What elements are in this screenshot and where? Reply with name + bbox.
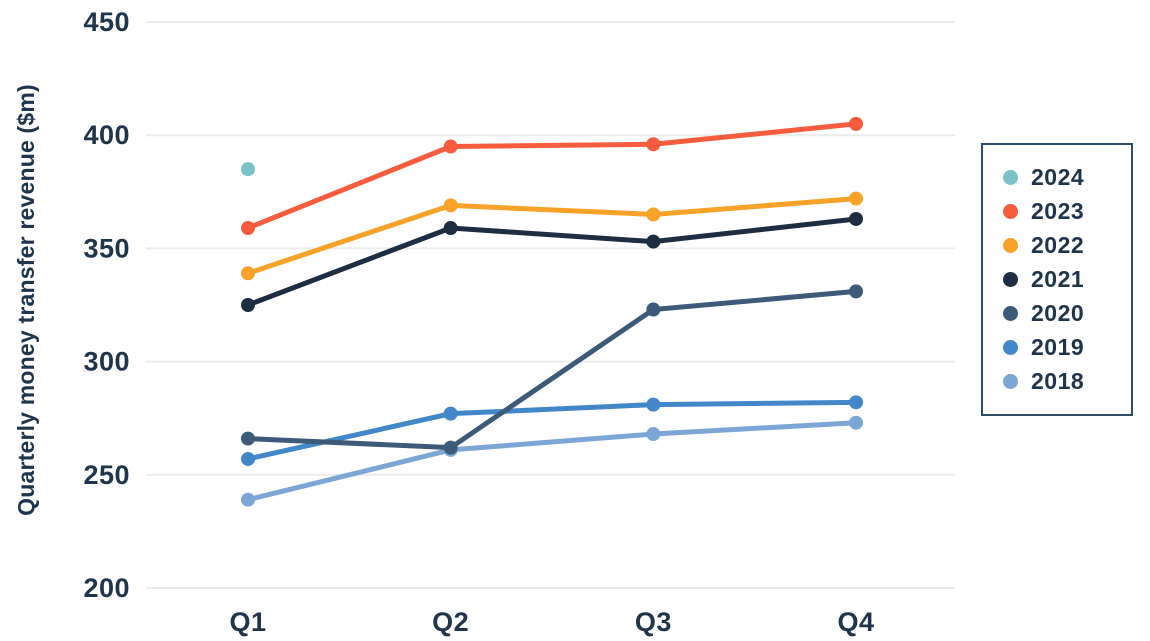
data-point-2018-q1 — [241, 492, 255, 507]
x-tick-label: Q2 — [432, 607, 469, 637]
y-tick-label: 200 — [83, 573, 130, 603]
data-point-2023-q3 — [646, 137, 661, 152]
legend-dot-icon — [1003, 271, 1018, 287]
legend-dot-icon — [1003, 373, 1018, 389]
data-point-2022-q3 — [646, 207, 661, 222]
data-point-2018-q3 — [646, 427, 661, 442]
legend-label: 2023 — [1031, 197, 1085, 224]
legend-label: 2018 — [1031, 367, 1085, 394]
series-line-2020 — [247, 288, 857, 451]
y-axis-title: Quarterly money transfer revenue ($m) — [13, 84, 39, 516]
legend-label: 2024 — [1031, 163, 1085, 190]
legend-item-2023: 2023 — [983, 194, 1131, 228]
data-point-2022-q1 — [241, 266, 255, 281]
legend: 2024 2023 2022 2021 2020 2019 2018 — [981, 143, 1133, 416]
legend-item-2024: 2024 — [983, 160, 1131, 194]
legend-label: 2022 — [1031, 231, 1085, 258]
data-point-2020-q3 — [646, 302, 661, 317]
x-tick-label: Q3 — [635, 607, 672, 637]
data-point-2021-q4 — [849, 211, 864, 226]
legend-dot-icon — [1003, 339, 1018, 355]
data-point-2020-q2 — [443, 440, 458, 455]
y-tick-label: 250 — [83, 460, 130, 490]
series-line-2019 — [247, 399, 857, 462]
series-line-2018 — [247, 420, 857, 503]
data-point-2018-q4 — [849, 415, 864, 430]
data-point-2024-q1 — [241, 162, 255, 177]
data-point-2019-q4 — [849, 395, 864, 410]
data-point-2023-q4 — [849, 116, 864, 131]
y-tick-label: 300 — [83, 347, 130, 377]
data-point-2021-q2 — [443, 221, 458, 236]
data-point-2019-q2 — [443, 406, 458, 421]
legend-label: 2019 — [1031, 333, 1085, 360]
data-point-2019-q1 — [241, 451, 255, 466]
x-tick-label: Q1 — [229, 607, 266, 637]
y-tick-label: 350 — [83, 233, 130, 263]
data-point-2021-q1 — [241, 298, 255, 312]
data-point-2020-q4 — [849, 284, 864, 299]
data-point-2022-q2 — [443, 198, 458, 213]
y-tick-label: 400 — [83, 120, 130, 150]
legend-label: 2020 — [1031, 299, 1085, 326]
series-line-2023 — [247, 121, 857, 231]
x-tick-label: Q4 — [837, 607, 874, 637]
y-tick-label: 450 — [83, 7, 130, 37]
series-line-2022 — [247, 196, 857, 276]
legend-item-2022: 2022 — [983, 228, 1131, 262]
series-line-2021 — [247, 216, 857, 308]
legend-item-2021: 2021 — [983, 262, 1131, 296]
data-point-2021-q3 — [646, 234, 661, 249]
data-point-2023-q1 — [241, 221, 255, 236]
legend-dot-icon — [1003, 237, 1018, 253]
data-point-2019-q3 — [646, 397, 661, 412]
data-point-2023-q2 — [443, 139, 458, 154]
legend-item-2020: 2020 — [983, 296, 1131, 330]
legend-label: 2021 — [1031, 265, 1085, 292]
legend-dot-icon — [1003, 305, 1018, 321]
legend-item-2019: 2019 — [983, 330, 1131, 364]
data-point-2022-q4 — [849, 191, 864, 206]
legend-item-2018: 2018 — [983, 364, 1131, 398]
data-point-2020-q1 — [241, 431, 255, 446]
legend-dot-icon — [1003, 169, 1018, 185]
legend-dot-icon — [1003, 203, 1018, 219]
